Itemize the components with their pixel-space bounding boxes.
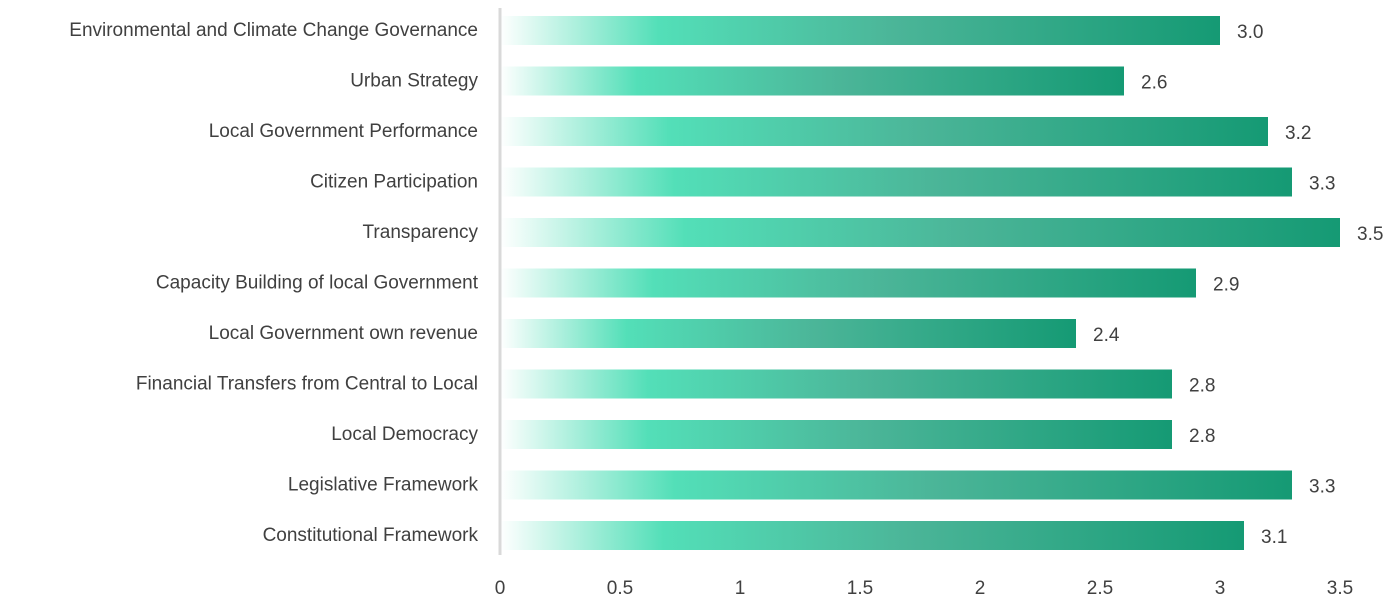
x-tick-label: 1 <box>735 578 746 599</box>
category-label: Local Democracy <box>331 424 478 445</box>
bar <box>500 167 1292 197</box>
category-label: Local Government Performance <box>209 121 478 142</box>
data-label: 2.6 <box>1141 73 1167 94</box>
category-label: Local Government own revenue <box>209 323 478 344</box>
x-tick-label: 0 <box>495 578 506 599</box>
category-label: Transparency <box>363 222 479 243</box>
category-label: Financial Transfers from Central to Loca… <box>136 374 478 395</box>
x-tick-label: 3.5 <box>1327 578 1353 599</box>
bar <box>500 420 1172 449</box>
bar <box>500 369 1172 399</box>
bar <box>500 117 1268 146</box>
data-label: 2.9 <box>1213 275 1239 296</box>
data-label: 2.4 <box>1093 325 1120 346</box>
data-label: 3.0 <box>1237 22 1263 43</box>
category-label: Citizen Participation <box>310 172 478 193</box>
data-label: 2.8 <box>1189 376 1215 397</box>
data-label: 3.3 <box>1309 174 1335 195</box>
x-tick-label: 3 <box>1215 578 1226 599</box>
bar <box>500 470 1292 500</box>
data-label: 3.1 <box>1261 527 1287 548</box>
category-label: Urban Strategy <box>350 71 478 92</box>
category-labels: Environmental and Climate Change Governa… <box>69 20 478 546</box>
data-label: 2.8 <box>1189 426 1215 447</box>
x-tick-label: 0.5 <box>607 578 633 599</box>
category-label: Environmental and Climate Change Governa… <box>69 20 478 41</box>
bar <box>500 16 1220 45</box>
x-axis-ticks: 0 0.5 1 1.5 2 2.5 3 3.5 <box>495 578 1354 599</box>
bar <box>500 319 1076 348</box>
bar <box>500 66 1124 96</box>
data-label: 3.5 <box>1357 224 1383 245</box>
x-tick-label: 2.5 <box>1087 578 1113 599</box>
bar <box>500 218 1340 247</box>
x-tick-label: 1.5 <box>847 578 873 599</box>
x-tick-label: 2 <box>975 578 986 599</box>
bar <box>500 268 1196 298</box>
category-label: Legislative Framework <box>288 475 479 496</box>
value-labels: 3.0 2.6 3.2 3.3 3.5 2.9 2.4 2.8 2.8 3.3 3.1 <box>1093 22 1383 548</box>
category-label: Capacity Building of local Government <box>156 273 479 294</box>
data-label: 3.3 <box>1309 477 1335 498</box>
category-label: Constitutional Framework <box>263 525 479 546</box>
bars-layer <box>500 16 1340 550</box>
bar <box>500 521 1244 550</box>
data-label: 3.2 <box>1285 123 1311 144</box>
